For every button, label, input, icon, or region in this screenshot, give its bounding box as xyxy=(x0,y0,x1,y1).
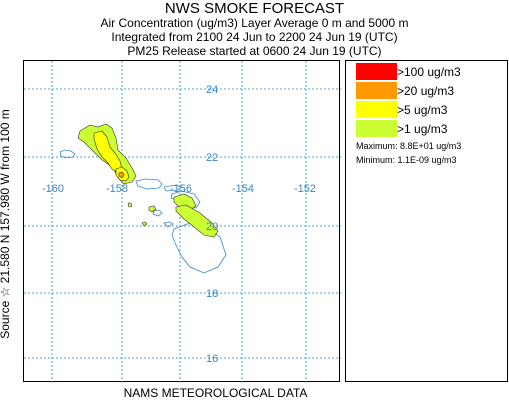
lon-label-152: -152 xyxy=(294,183,316,195)
meteorological-data-label: NAMS METEOROLOGICAL DATA xyxy=(123,386,308,400)
island-kahoolawe xyxy=(163,221,174,228)
plume-hawaii xyxy=(175,204,219,238)
lat-label-24: 24 xyxy=(206,84,218,96)
plume-core-orange xyxy=(118,171,125,179)
plume-kauai-dots xyxy=(127,202,148,227)
legend-swatch-20 xyxy=(356,82,397,99)
island-oahu xyxy=(135,178,163,190)
legend-label-20: >20 ug/m3 xyxy=(397,84,455,98)
island-molokai xyxy=(163,184,182,192)
minimum-value: Minimum: 1.1E-09 ug/m3 xyxy=(356,155,457,165)
island-lanai xyxy=(152,209,163,217)
legend-label-5: >5 ug/m3 xyxy=(397,103,448,117)
lat-label-16: 16 xyxy=(206,353,218,365)
forecast-title: NWS SMOKE FORECAST xyxy=(164,0,345,17)
smoke-map: 24 22 20 18 16 -160 -158 -156 -154 -152 xyxy=(23,60,341,383)
smoke-plume xyxy=(77,123,219,238)
map-canvas: 24 22 20 18 16 -160 -158 -156 -154 -152 xyxy=(24,61,341,383)
maximum-value: Maximum: 8.8E+01 ug/m3 xyxy=(356,141,462,151)
legend-swatch-1 xyxy=(356,120,397,137)
island-maui xyxy=(170,190,201,209)
lon-label-158: -158 xyxy=(106,183,128,195)
release-info: PM25 Release started at 0600 24 Jun 19 (… xyxy=(127,44,382,58)
legend-label-100: >100 ug/m3 xyxy=(397,65,461,79)
concentration-subtitle: Air Concentration (ug/m3) Layer Average … xyxy=(100,16,409,30)
lat-label-18: 18 xyxy=(206,288,218,300)
legend-swatch-5 xyxy=(356,101,397,118)
island-niihau xyxy=(59,149,76,159)
legend-swatch-100 xyxy=(356,63,397,80)
plume-lanai xyxy=(148,205,157,213)
lat-label-22: 22 xyxy=(206,152,218,164)
lon-label-156: -156 xyxy=(170,183,192,195)
legend: >100 ug/m3 >20 ug/m3 >5 ug/m3 >1 ug/m3 M… xyxy=(345,60,508,382)
integration-period: Integrated from 2100 24 Jun to 2200 24 J… xyxy=(111,30,398,44)
lon-label-160: -160 xyxy=(42,183,64,195)
lon-label-154: -154 xyxy=(232,183,254,195)
lat-label-20: 20 xyxy=(206,221,218,233)
legend-label-1: >1 ug/m3 xyxy=(397,122,448,136)
